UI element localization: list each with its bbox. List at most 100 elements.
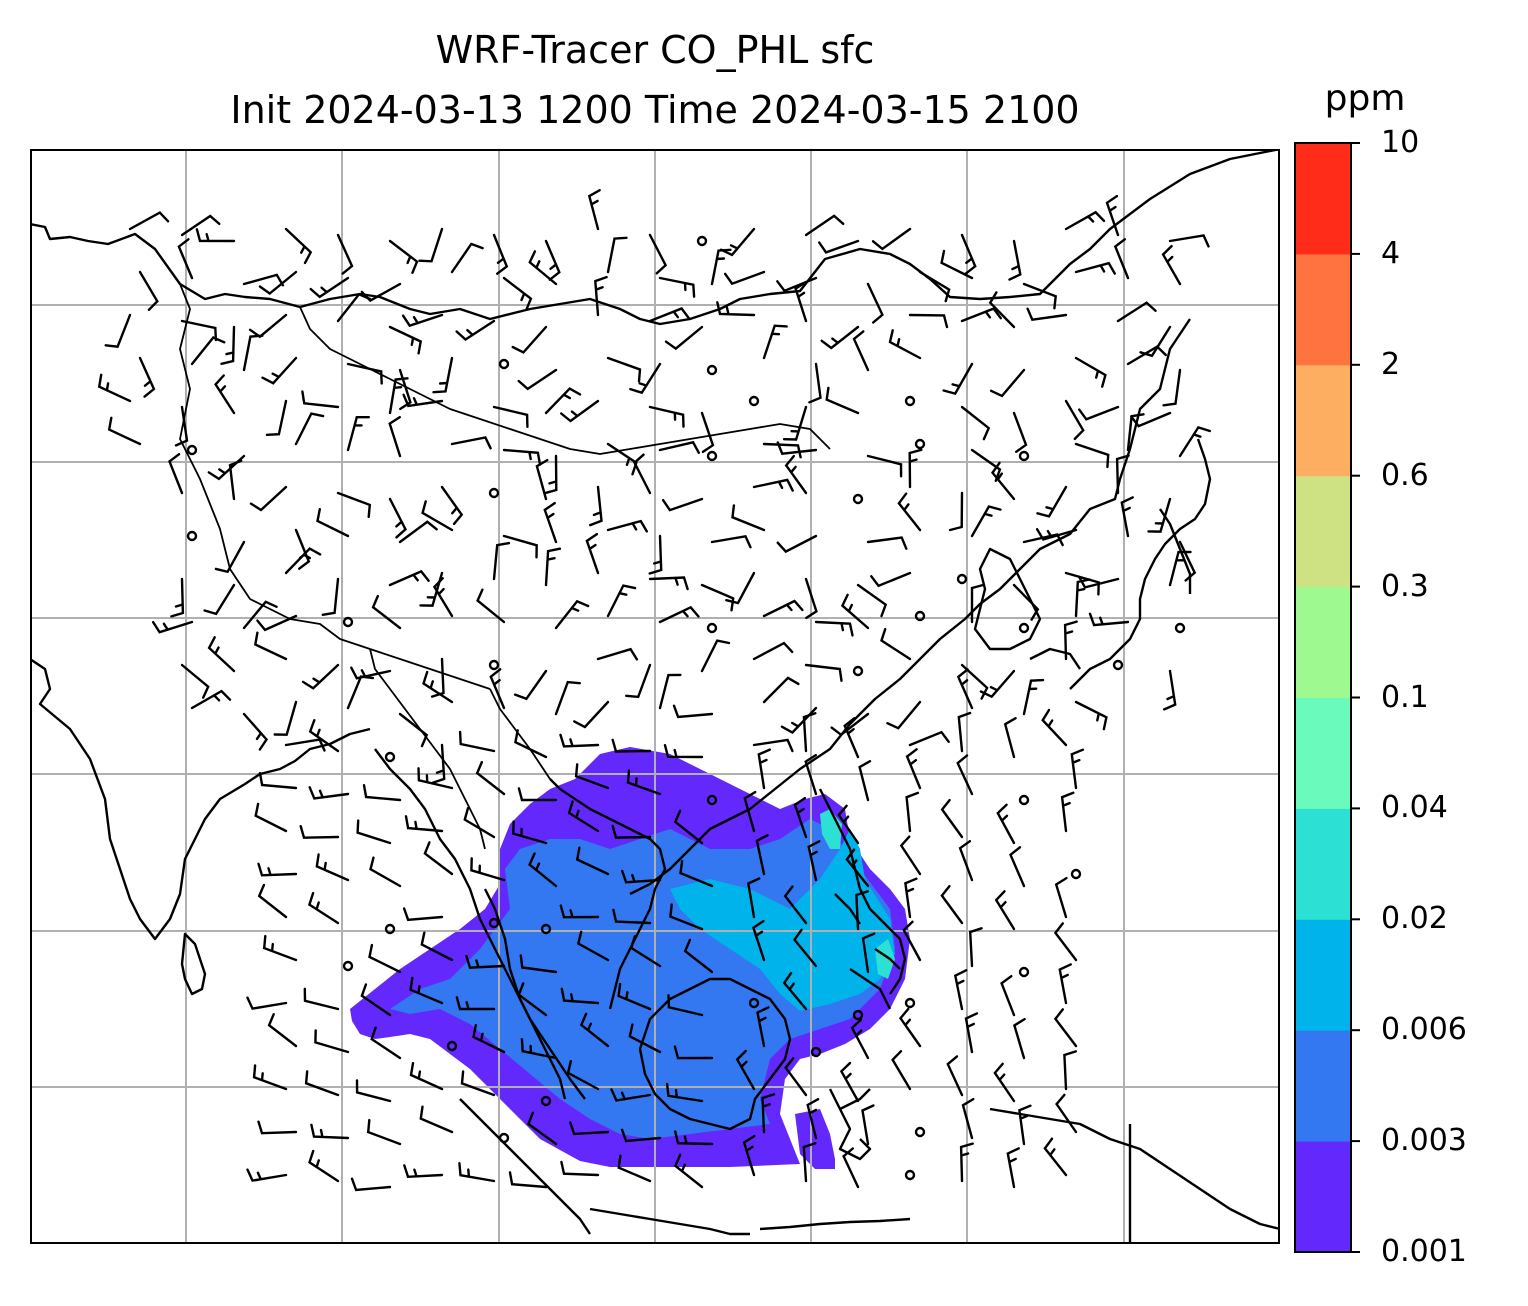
wind-barb — [761, 1093, 776, 1134]
wind-barb — [301, 663, 340, 690]
colorbar-tick-label: 0.003 — [1381, 1123, 1467, 1159]
wind-barb — [960, 307, 1002, 323]
wind-barb — [683, 938, 714, 974]
wind-barb — [888, 329, 922, 360]
wind-barb — [308, 786, 350, 800]
wind-barb — [177, 238, 194, 280]
wind-barb — [104, 313, 132, 349]
wind-barb — [994, 890, 1016, 931]
wind-barb — [403, 1164, 444, 1179]
wind-barb — [1064, 571, 1100, 596]
wind-barb — [246, 996, 288, 1010]
wind-barb — [294, 412, 325, 446]
wind-barb — [301, 390, 340, 409]
coastline-east-china — [629, 318, 1191, 896]
calm-wind-marker — [488, 917, 500, 929]
wind-barb — [180, 214, 221, 237]
tracer-plume — [350, 747, 910, 1169]
wind-barb — [517, 368, 558, 391]
wind-barb — [346, 362, 383, 385]
wind-barb — [1006, 1147, 1020, 1189]
wind-barb — [362, 784, 402, 802]
wind-barb — [746, 877, 761, 919]
wind-barb — [1162, 368, 1182, 407]
wind-barb — [959, 1142, 974, 1183]
wind-barb — [700, 639, 731, 673]
wind-barb — [596, 647, 639, 661]
colorbar-bin — [1295, 808, 1351, 920]
coastlines — [30, 149, 1280, 1244]
wind-barbs — [97, 189, 1211, 1192]
colorbar-bin — [1295, 697, 1351, 809]
calm-wind-marker — [748, 395, 760, 407]
wind-barb — [543, 501, 558, 544]
wind-barb — [762, 442, 802, 459]
wind-barb — [214, 374, 236, 415]
coastline-java — [589, 1207, 750, 1236]
wind-barb — [839, 1061, 860, 1103]
wind-barb — [1064, 399, 1085, 441]
wind-barb — [1070, 748, 1085, 790]
colorbar-bin — [1295, 253, 1351, 366]
wind-barb — [304, 1070, 340, 1097]
wind-barb — [432, 356, 454, 394]
wind-barb — [742, 1134, 756, 1177]
calm-wind-marker — [706, 794, 718, 806]
wind-barb — [370, 1026, 402, 1060]
wind-barb — [1009, 846, 1026, 888]
wind-barb — [575, 846, 610, 876]
wind-barb — [180, 319, 218, 342]
wind-barb — [336, 233, 354, 275]
wind-barb — [1168, 550, 1192, 587]
wind-barb — [960, 663, 989, 700]
wind-barb — [517, 787, 558, 802]
colorbar-tick-label: 4 — [1381, 235, 1401, 271]
wind-barb — [97, 373, 132, 403]
wind-barb — [1113, 238, 1130, 280]
wind-barb — [820, 325, 860, 350]
coastline-sulawesi — [828, 1088, 872, 1161]
wind-barb — [520, 1038, 558, 1060]
wind-barb — [658, 605, 700, 624]
wind-barb — [648, 307, 690, 323]
coastline-borneo — [638, 977, 792, 1131]
wind-barb — [964, 1012, 979, 1054]
calm-wind-marker — [384, 923, 396, 935]
wind-barb — [589, 485, 603, 527]
wind-barb — [1026, 307, 1068, 322]
wind-barb — [573, 700, 610, 729]
wind-barb — [633, 453, 652, 495]
wind-barb — [1126, 345, 1167, 366]
wind-barb — [316, 508, 350, 538]
wind-barb — [544, 547, 562, 587]
wind-barb — [465, 954, 506, 969]
wind-barb — [336, 292, 372, 323]
wind-barb — [891, 1050, 912, 1091]
wind-barb — [308, 1149, 340, 1183]
plume-fourth-level — [820, 809, 895, 979]
wind-barb — [700, 411, 715, 454]
wind-barb — [492, 541, 511, 581]
wind-barb — [673, 1153, 704, 1189]
calm-wind-marker — [498, 358, 510, 370]
wind-barb — [544, 387, 582, 415]
wind-barb — [606, 442, 638, 476]
wind-barb — [492, 405, 529, 428]
wind-barb — [1063, 1050, 1077, 1091]
wind-barb — [612, 908, 652, 925]
coastline-sumatra — [459, 1098, 591, 1235]
wind-barb — [346, 416, 370, 452]
calm-wind-marker — [904, 997, 916, 1009]
wind-barb — [961, 1097, 975, 1140]
wind-barb — [594, 275, 608, 317]
wind-barb — [1126, 413, 1145, 452]
wind-barb — [258, 270, 298, 296]
wind-barb — [897, 492, 922, 532]
wind-barb — [762, 676, 800, 704]
wind-barb — [257, 1120, 298, 1135]
wind-barb — [902, 920, 922, 962]
wind-barb — [560, 987, 600, 1005]
wind-barb — [843, 717, 860, 759]
wind-barb — [409, 976, 444, 1005]
wind-barb — [856, 583, 888, 618]
